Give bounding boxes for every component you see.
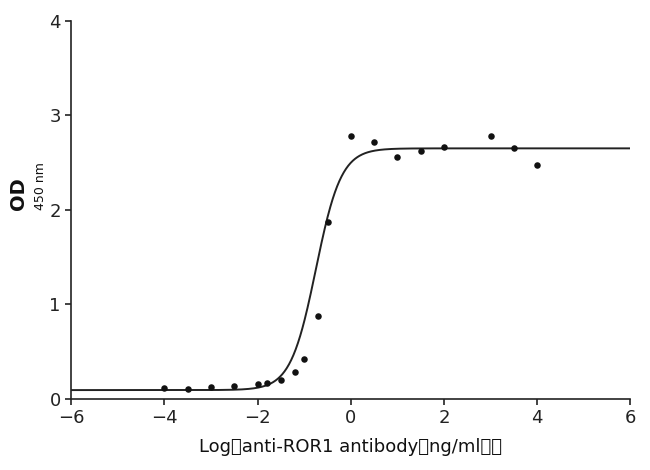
Point [206, 384, 216, 391]
Point [299, 355, 309, 363]
Point [392, 153, 402, 161]
X-axis label: Log（anti-ROR1 antibody（ng/ml））: Log（anti-ROR1 antibody（ng/ml）） [200, 438, 502, 456]
Point [159, 384, 170, 392]
Point [290, 368, 300, 376]
Point [532, 162, 543, 169]
Point [276, 376, 286, 384]
Point [486, 133, 496, 140]
Point [183, 385, 193, 393]
Point [509, 145, 519, 152]
Point [346, 133, 356, 140]
Point [262, 379, 272, 386]
Point [229, 383, 240, 390]
Point [322, 218, 333, 226]
Point [369, 138, 380, 146]
Point [252, 381, 263, 388]
Point [415, 148, 426, 155]
Point [439, 144, 449, 151]
Point [313, 313, 324, 320]
Text: OD: OD [8, 177, 27, 210]
Text: 450 nm: 450 nm [34, 162, 47, 210]
